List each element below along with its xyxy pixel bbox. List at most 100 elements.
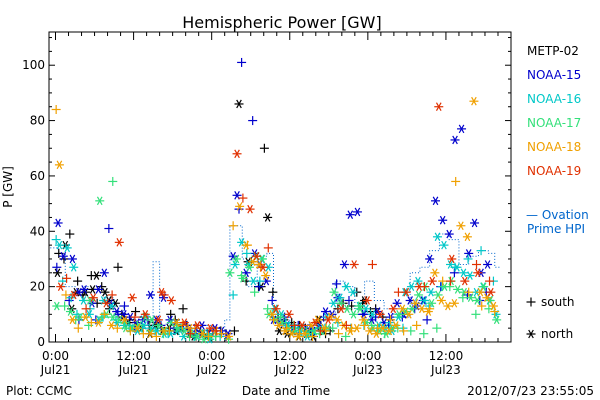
- legend-entry: NOAA-16: [527, 92, 581, 106]
- star-marker: [470, 218, 480, 228]
- star-marker: [483, 260, 493, 269]
- plus-marker: [119, 301, 129, 311]
- marker-stroke: [351, 260, 358, 269]
- marker-stroke: [243, 240, 249, 250]
- marker-stroke: [394, 298, 400, 308]
- star-marker: [439, 240, 449, 250]
- star-marker: [153, 315, 163, 325]
- plot-frame: [48, 31, 512, 343]
- marker-stroke: [60, 251, 67, 261]
- marker-stroke: [230, 251, 236, 261]
- x-tick-time-label: 0:00: [198, 349, 225, 363]
- star-marker: [198, 329, 208, 338]
- plus-marker: [61, 290, 71, 300]
- marker-legend: south north: [526, 295, 575, 341]
- marker-stroke: [253, 251, 260, 261]
- plus-marker: [334, 329, 344, 339]
- marker-stroke: [116, 315, 123, 325]
- star-marker: [332, 315, 342, 325]
- marker-stroke: [101, 268, 108, 278]
- series-legend: METP-02 NOAA-15 NOAA-16 NOAA-17 NOAA-18 NOAA-…: [526, 44, 589, 236]
- marker-stroke: [441, 240, 447, 250]
- star-marker: [69, 290, 79, 300]
- star-marker: [339, 260, 349, 269]
- star-marker: [280, 326, 290, 336]
- plus-marker: [51, 235, 61, 245]
- star-marker: [108, 312, 118, 322]
- x-tick-time-label: 12:00: [272, 349, 307, 363]
- star-marker: [419, 296, 429, 305]
- star-marker: [166, 296, 176, 305]
- star-marker: [371, 329, 381, 338]
- plus-marker: [112, 323, 122, 333]
- plus-marker: [485, 276, 495, 286]
- star-marker: [444, 229, 454, 239]
- ovation-prime-hpi-series: [50, 225, 500, 332]
- star-marker: [80, 312, 90, 322]
- plus-marker: [471, 309, 481, 319]
- star-marker: [106, 321, 116, 330]
- star-marker: [88, 293, 98, 303]
- marker-stroke: [477, 287, 484, 297]
- y-tick-label: 40: [30, 224, 45, 238]
- star-marker: [526, 329, 536, 339]
- legend-entry: NOAA-17: [527, 116, 581, 130]
- marker-stroke: [344, 304, 350, 314]
- star-marker: [378, 323, 388, 333]
- star-marker: [392, 298, 402, 308]
- star-marker: [232, 149, 242, 159]
- marker-stroke: [249, 257, 256, 267]
- x-axis: 0:00Jul2112:00Jul210:00Jul2212:00Jul220:…: [40, 32, 499, 377]
- star-marker: [261, 271, 271, 280]
- star-marker: [112, 307, 122, 316]
- marker-stroke: [488, 287, 494, 297]
- star-marker: [388, 304, 398, 314]
- star-marker: [140, 310, 150, 319]
- y-axis: 0 20 40 60 80 100: [22, 37, 511, 349]
- star-marker: [404, 310, 414, 319]
- marker-stroke: [435, 102, 442, 112]
- marker-stroke: [419, 304, 425, 314]
- star-marker: [267, 310, 277, 319]
- star-marker: [300, 329, 310, 338]
- marker-stroke: [232, 260, 238, 269]
- plus-marker: [178, 304, 188, 314]
- star-marker: [54, 240, 64, 250]
- marker-stroke: [129, 293, 136, 303]
- marker-stroke: [233, 254, 240, 264]
- marker-stroke: [180, 332, 187, 341]
- star-marker: [224, 332, 234, 341]
- star-marker: [119, 315, 129, 325]
- star-marker: [362, 296, 372, 305]
- star-marker: [172, 318, 182, 327]
- plot-timestamp: 2012/07/23 23:55:05: [467, 384, 594, 398]
- plus-marker: [432, 323, 442, 333]
- marker-stroke: [82, 312, 89, 322]
- marker-stroke: [373, 329, 380, 338]
- marker-stroke: [260, 262, 266, 272]
- marker-stroke: [426, 254, 433, 264]
- marker-legend-label: north: [541, 327, 573, 341]
- marker-stroke: [379, 323, 386, 333]
- star-marker: [391, 321, 401, 330]
- y-tick-label: 20: [30, 280, 45, 294]
- star-marker: [492, 315, 502, 325]
- star-marker: [447, 254, 457, 264]
- marker-stroke: [446, 229, 453, 239]
- star-marker: [284, 310, 294, 319]
- plus-marker: [237, 57, 247, 67]
- star-marker: [79, 285, 89, 294]
- star-marker: [452, 262, 462, 272]
- y-tick-label: 80: [30, 114, 45, 128]
- plus-marker: [228, 290, 238, 300]
- plus-marker: [449, 268, 459, 278]
- marker-stroke: [408, 282, 415, 291]
- x-tick-time-label: 0:00: [42, 349, 69, 363]
- marker-stroke: [250, 276, 257, 286]
- marker-stroke: [299, 321, 305, 330]
- x-tick-date-label: Jul23: [430, 363, 461, 377]
- marker-stroke: [407, 296, 413, 305]
- data-points: [51, 57, 502, 344]
- star-marker: [56, 282, 66, 291]
- marker-stroke: [286, 310, 292, 319]
